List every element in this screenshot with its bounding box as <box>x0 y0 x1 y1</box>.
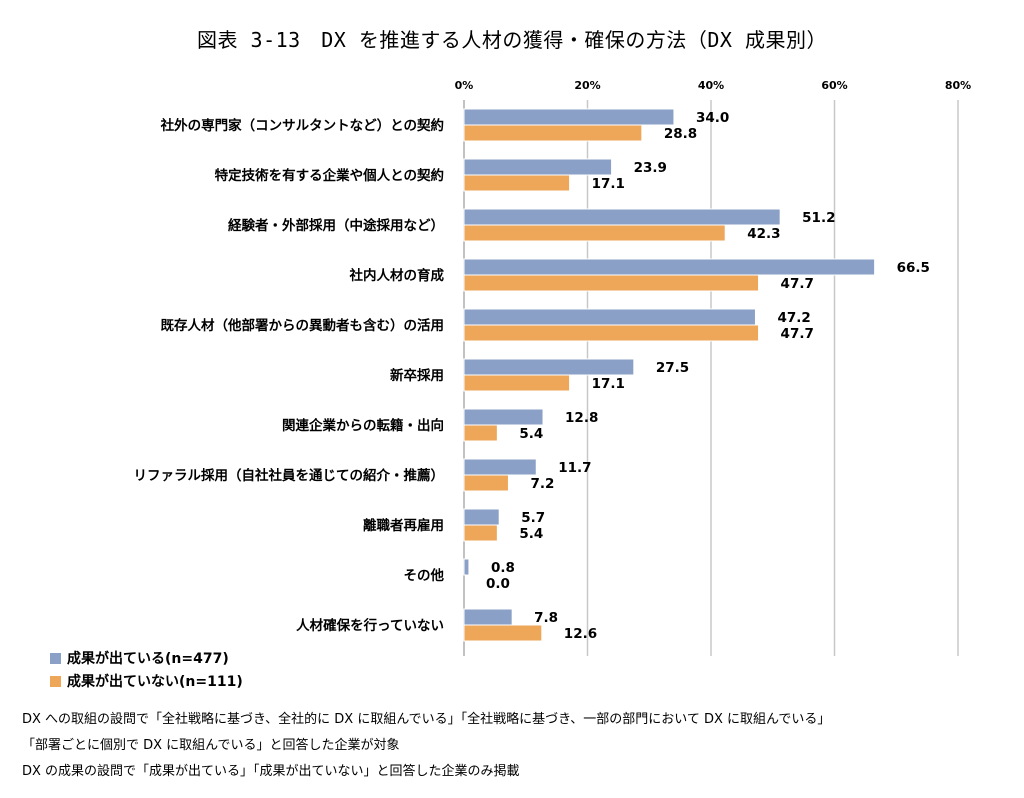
bar <box>463 374 571 392</box>
bar <box>463 424 498 442</box>
category-label: 新卒採用 <box>390 367 444 384</box>
bar <box>463 208 781 226</box>
value-label: 0.0 <box>486 576 510 592</box>
category-label: 社外の専門家（コンサルタントなど）との契約 <box>160 117 444 134</box>
bar <box>463 474 509 492</box>
value-label: 7.8 <box>534 610 558 626</box>
footnote-1: DX への取組の設問で「全社戦略に基づき、全社的に DX に取組んでいる」「全社… <box>22 712 831 727</box>
value-label: 17.1 <box>592 176 625 192</box>
x-tick-label: 20% <box>574 79 600 92</box>
bar <box>463 158 613 176</box>
bar <box>463 324 760 342</box>
value-label: 11.7 <box>558 460 591 476</box>
category-labels: 社外の専門家（コンサルタントなど）との契約特定技術を有する企業や個人との契約経験… <box>134 117 445 634</box>
bars <box>463 108 876 642</box>
value-label: 5.4 <box>519 426 543 442</box>
value-label: 47.2 <box>777 310 810 326</box>
bar <box>463 258 876 276</box>
value-label: 7.2 <box>530 476 554 492</box>
chart-title: 図表 3-13 DX を推進する人材の獲得・確保の方法（DX 成果別） <box>197 28 827 52</box>
x-tick-label: 0% <box>455 79 474 92</box>
legend-label-not-achieved: 成果が出ていない(n=111) <box>67 674 243 690</box>
legend-swatch-not-achieved <box>50 675 61 687</box>
bar <box>463 358 635 376</box>
bar <box>463 274 760 292</box>
bar <box>463 458 537 476</box>
bar <box>463 224 726 242</box>
category-label: 既存人材（他部署からの異動者も含む）の活用 <box>161 317 445 334</box>
value-label: 34.0 <box>696 110 729 126</box>
category-label: 社内人材の育成 <box>349 267 445 284</box>
value-label: 12.6 <box>564 626 597 642</box>
x-tick-label: 60% <box>821 79 847 92</box>
value-label: 27.5 <box>656 360 689 376</box>
bar <box>463 508 500 526</box>
bar <box>463 308 756 326</box>
bar <box>463 108 675 126</box>
bar <box>463 558 470 576</box>
value-label: 47.7 <box>781 326 814 342</box>
value-label: 66.5 <box>897 260 930 276</box>
footnote-2: 「部署ごとに個別で DX に取組んでいる」と回答した企業が対象 <box>22 738 400 753</box>
bar-chart: 0% 20% 40% 60% 80% 34.028.8 23.9 17.1 51.2 42.3 6… <box>134 79 972 656</box>
x-tick-label: 80% <box>945 79 971 92</box>
category-label: リファラル採用（自社社員を通じての紹介・推薦） <box>134 467 445 484</box>
bar <box>463 408 544 426</box>
category-label: 特定技術を有する企業や個人との契約 <box>215 167 444 184</box>
value-label: 51.2 <box>802 210 835 226</box>
legend-item-achieved: 成果が出ている(n=477) <box>50 648 229 668</box>
bar <box>463 624 543 642</box>
value-label: 5.7 <box>521 510 545 526</box>
value-labels: 34.028.823.917.151.242.366.547.747.247.7… <box>486 110 930 642</box>
legend-item-not-achieved: 成果が出ていない(n=111) <box>50 671 243 691</box>
bar <box>463 124 643 142</box>
x-tick-label: 40% <box>698 79 724 92</box>
value-label: 5.4 <box>519 526 543 542</box>
footnote-3: DX の成果の設問で「成果が出ている」「成果が出ていない」と回答した企業のみ掲載 <box>22 764 520 779</box>
category-label: その他 <box>404 567 445 584</box>
category-label: 離職者再雇用 <box>363 517 444 534</box>
value-label: 23.9 <box>634 160 667 176</box>
bar <box>463 524 498 542</box>
legend-swatch-achieved <box>50 652 61 664</box>
bar <box>463 608 513 626</box>
legend-label-achieved: 成果が出ている(n=477) <box>67 651 229 667</box>
value-label: 0.8 <box>491 560 515 576</box>
x-axis-ticks: 0% 20% 40% 60% 80% <box>455 79 972 92</box>
value-label: 12.8 <box>565 410 598 426</box>
value-label: 17.1 <box>592 376 625 392</box>
category-label: 経験者・外部採用（中途採用など） <box>228 217 444 234</box>
value-label: 42.3 <box>747 226 780 242</box>
value-label: 47.7 <box>781 276 814 292</box>
category-label: 関連企業からの転籍・出向 <box>282 417 444 434</box>
bar <box>463 174 571 192</box>
value-label: 28.8 <box>664 126 697 142</box>
category-label: 人材確保を行っていない <box>296 617 444 634</box>
